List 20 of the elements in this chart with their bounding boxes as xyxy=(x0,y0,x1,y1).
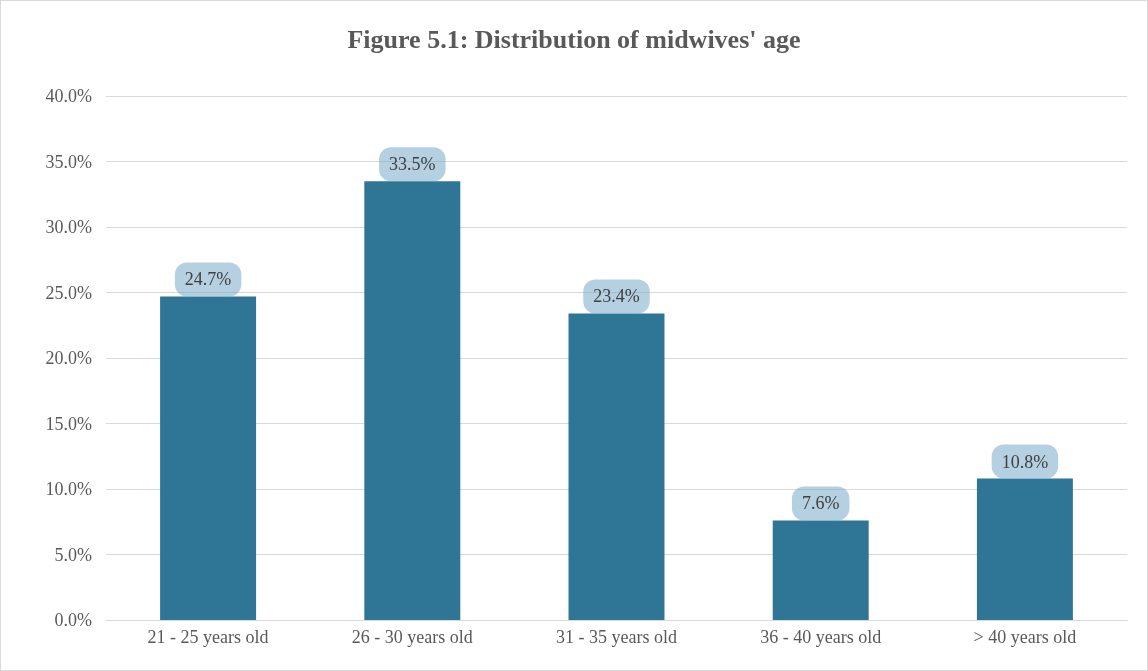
y-tick-label: 5.0% xyxy=(54,544,92,565)
x-tick-label: 26 - 30 years old xyxy=(351,627,473,647)
x-tick-label: 36 - 40 years old xyxy=(760,627,882,647)
data-label: 10.8% xyxy=(1001,451,1049,472)
chart-title: Figure 5.1: Distribution of midwives' age xyxy=(347,24,801,54)
x-tick-label: 21 - 25 years old xyxy=(147,627,269,647)
y-tick-label: 30.0% xyxy=(45,217,92,237)
y-tick-label: 10.0% xyxy=(45,479,92,499)
y-tick-label: 20.0% xyxy=(45,348,92,368)
data-label: 33.5% xyxy=(389,154,436,175)
y-tick-label: 15.0% xyxy=(45,413,92,434)
x-tick-label: 31 - 35 years old xyxy=(556,627,677,647)
data-label: 24.7% xyxy=(184,269,232,290)
y-tick-label: 35.0% xyxy=(45,151,92,172)
y-tick-label: 40.0% xyxy=(45,86,92,106)
data-label: 7.6% xyxy=(801,493,840,514)
data-label: 23.4% xyxy=(593,286,640,307)
x-tick-label: > 40 years old xyxy=(973,627,1077,647)
y-tick-label: 25.0% xyxy=(45,282,92,303)
y-tick-label: 0.0% xyxy=(54,610,92,630)
